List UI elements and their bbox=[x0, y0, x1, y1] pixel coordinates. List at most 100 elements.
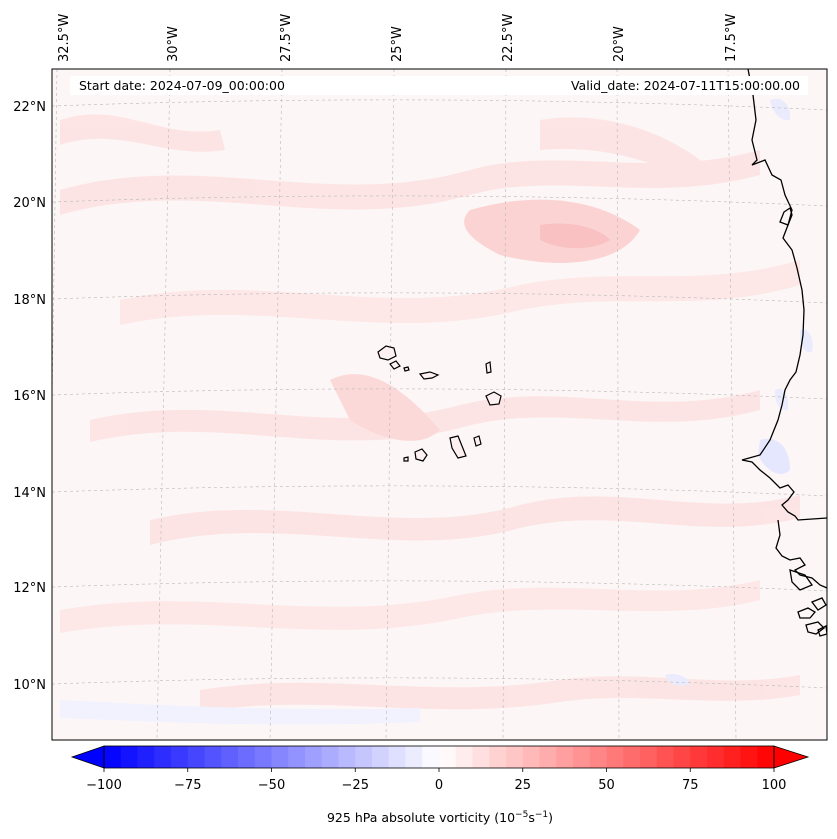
colorbar-segments bbox=[104, 746, 775, 768]
colorbar-segment bbox=[506, 746, 524, 768]
colorbar-segment bbox=[238, 746, 256, 768]
lat-label-22n: 22°N bbox=[13, 100, 46, 115]
valid-date-label: Valid_date: 2024-07-11T15:00:00.00 bbox=[571, 78, 800, 93]
meridian-line bbox=[269, 69, 283, 740]
start-date-label: Start date: 2024-07-09_00:00:00 bbox=[79, 78, 285, 93]
colorbar-tick-label: 50 bbox=[598, 778, 615, 793]
coast-islands-bissagos bbox=[817, 625, 827, 637]
vorticity-band bbox=[150, 495, 800, 545]
colorbar-segment bbox=[187, 746, 206, 768]
coastline bbox=[741, 69, 827, 637]
island-sao-nicolau bbox=[418, 371, 440, 380]
vorticity-band bbox=[120, 260, 800, 325]
island-santiago bbox=[449, 435, 467, 459]
vorticity-band bbox=[540, 117, 700, 180]
colorbar-segment bbox=[740, 746, 758, 768]
colorbar-segment bbox=[338, 746, 356, 768]
colorbar-extend-max bbox=[773, 745, 810, 769]
africa-coastline bbox=[741, 69, 827, 521]
lat-label-18n: 18°N bbox=[13, 293, 46, 308]
colorbar-segment bbox=[589, 746, 608, 768]
negative-vorticity-patch bbox=[774, 388, 789, 411]
coast-islands-bissagos bbox=[797, 607, 816, 619]
graticule bbox=[52, 69, 827, 740]
colorbar-label-end: ) bbox=[548, 810, 553, 825]
map-frame bbox=[51, 68, 828, 741]
colorbar-label: 925 hPa absolute vorticity (10−5s−1) bbox=[327, 810, 553, 825]
colorbar-segment bbox=[539, 746, 557, 768]
lon-label-32-5w: 32.5°W bbox=[57, 14, 72, 62]
negative-vorticity-patch bbox=[665, 674, 690, 686]
colorbar-tick-label: −75 bbox=[174, 778, 201, 793]
coast-inlet bbox=[789, 569, 813, 591]
island-santa-luzia bbox=[403, 366, 410, 372]
vorticity-band bbox=[540, 223, 610, 249]
island-fogo bbox=[414, 448, 428, 462]
colorbar: −100 −75 −50 −25 0 25 50 75 100 925 hPa absolute… bbox=[70, 745, 810, 825]
lon-label-27-5w: 27.5°W bbox=[279, 14, 294, 62]
colorbar-tick-label: 100 bbox=[762, 778, 787, 793]
colorbar-segment bbox=[656, 746, 675, 768]
parallel-line bbox=[52, 388, 827, 400]
meridian-line bbox=[616, 69, 620, 740]
lat-label-16n: 16°N bbox=[13, 389, 46, 404]
parallel-line bbox=[52, 485, 827, 497]
colorbar-segment bbox=[154, 746, 172, 768]
colorbar-segment bbox=[271, 746, 289, 768]
colorbar-segment bbox=[355, 746, 373, 768]
coast-islands-bissagos bbox=[805, 621, 825, 635]
colorbar-tick-label: −100 bbox=[86, 778, 122, 793]
colorbar-segment bbox=[472, 746, 490, 768]
colorbar-segment bbox=[455, 746, 474, 768]
lat-label-10n: 10°N bbox=[13, 678, 46, 693]
colorbar-segment bbox=[405, 746, 423, 768]
negative-vorticity-patch bbox=[758, 438, 790, 475]
island-maio bbox=[473, 435, 482, 447]
title-banner bbox=[70, 76, 808, 95]
colorbar-segment bbox=[254, 746, 273, 768]
lat-label-20n: 20°N bbox=[13, 196, 46, 211]
colorbar-segment bbox=[723, 746, 742, 768]
parallel-line bbox=[52, 677, 827, 689]
colorbar-segment bbox=[707, 746, 725, 768]
island-sao-vicente bbox=[389, 360, 401, 370]
africa-coastline-south bbox=[775, 519, 827, 589]
colorbar-label-exp1: −5 bbox=[515, 810, 528, 820]
parallel-line bbox=[52, 195, 827, 207]
vorticity-contours bbox=[60, 98, 813, 725]
colorbar-segment bbox=[422, 746, 440, 768]
colorbar-ticks: −100 −75 −50 −25 0 25 50 75 100 bbox=[86, 768, 786, 793]
colorbar-segment bbox=[606, 746, 624, 768]
lon-label-30w: 30°W bbox=[166, 26, 181, 62]
lon-label-17-5w: 17.5°W bbox=[724, 14, 739, 62]
colorbar-segment bbox=[556, 746, 574, 768]
negative-vorticity-patch bbox=[770, 98, 791, 121]
map-panel: Start date: 2024-07-09_00:00:00 Valid_da… bbox=[52, 69, 827, 740]
colorbar-tick-label: −50 bbox=[258, 778, 285, 793]
colorbar-segment bbox=[137, 746, 155, 768]
meridian-line bbox=[502, 69, 507, 740]
island-sal bbox=[485, 361, 492, 374]
colorbar-segment bbox=[522, 746, 541, 768]
meridian-line bbox=[156, 69, 171, 740]
colorbar-segment bbox=[388, 746, 407, 768]
parallel-line bbox=[52, 99, 827, 111]
lon-label-20w: 20°W bbox=[612, 26, 627, 62]
lon-label-22-5w: 22.5°W bbox=[501, 14, 516, 62]
negative-vorticity-patch bbox=[60, 700, 420, 725]
colorbar-segment bbox=[204, 746, 222, 768]
colorbar-segment bbox=[690, 746, 708, 768]
coast-islands-bissagos bbox=[810, 597, 827, 611]
colorbar-extend-min bbox=[70, 745, 105, 769]
colorbar-segment bbox=[573, 746, 591, 768]
parallel-line bbox=[52, 580, 827, 592]
colorbar-segment bbox=[623, 746, 641, 768]
vorticity-band bbox=[60, 580, 760, 633]
colorbar-segment bbox=[489, 746, 507, 768]
colorbar-segment bbox=[171, 746, 189, 768]
colorbar-segment bbox=[757, 746, 775, 768]
colorbar-tick-label: 0 bbox=[435, 778, 443, 793]
vorticity-band bbox=[200, 675, 800, 712]
colorbar-segment bbox=[321, 746, 340, 768]
